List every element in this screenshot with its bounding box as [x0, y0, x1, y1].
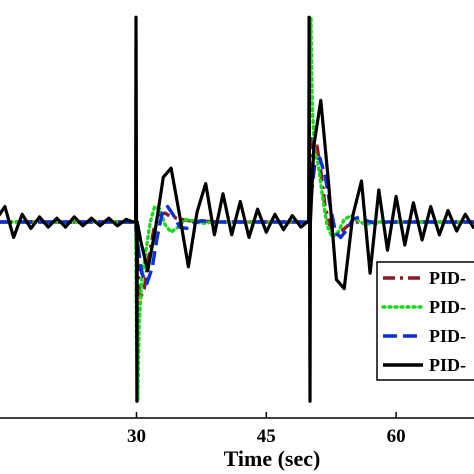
legend-label-4: PID- — [429, 355, 466, 375]
legend-label-2: PID- — [429, 297, 466, 317]
x-axis-ticks: 30 45 60 — [127, 412, 406, 447]
x-tick-label: 30 — [127, 426, 146, 447]
x-tick-label: 45 — [257, 426, 276, 447]
legend-label-1: PID- — [429, 268, 466, 288]
plot-area — [0, 15, 474, 419]
series-line-4 — [0, 15, 474, 403]
x-axis-label: Time (sec) — [224, 446, 321, 471]
legend-box — [376, 261, 474, 381]
legend-label-3: PID- — [429, 326, 466, 346]
legend: PID- PID- PID- PID- — [376, 261, 474, 381]
x-tick-label: 60 — [387, 426, 406, 447]
